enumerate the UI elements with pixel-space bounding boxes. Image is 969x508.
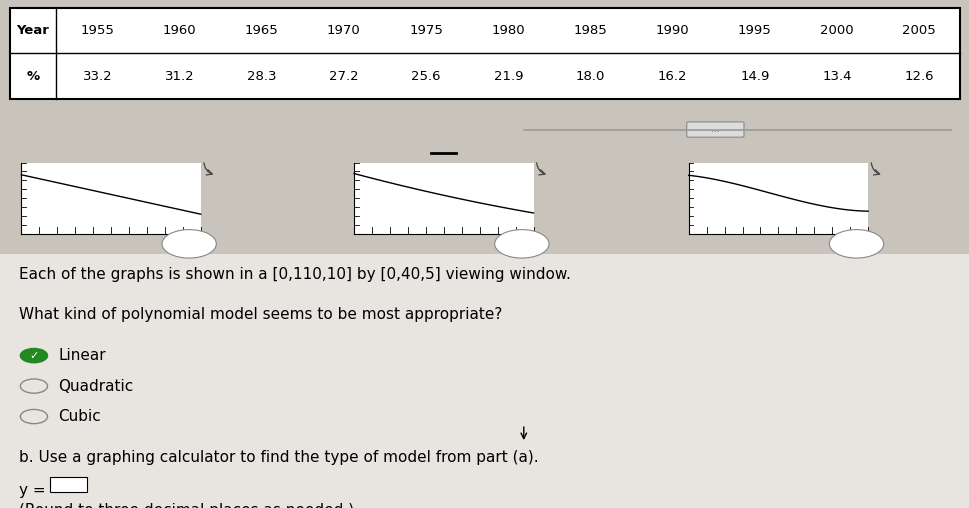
Circle shape xyxy=(828,230,883,258)
Text: 1990: 1990 xyxy=(655,24,689,37)
Text: 2000: 2000 xyxy=(820,24,853,37)
Circle shape xyxy=(20,348,47,363)
Text: 1955: 1955 xyxy=(80,24,114,37)
Text: ⬀: ⬀ xyxy=(853,239,862,249)
Text: Quadratic: Quadratic xyxy=(58,378,134,394)
Text: 1995: 1995 xyxy=(737,24,771,37)
Text: (Round to three decimal places as needed.): (Round to three decimal places as needed… xyxy=(19,503,354,508)
Text: ⬀: ⬀ xyxy=(186,239,196,249)
Text: 2005: 2005 xyxy=(901,24,935,37)
Text: 27.2: 27.2 xyxy=(328,70,359,83)
FancyBboxPatch shape xyxy=(50,477,87,492)
FancyBboxPatch shape xyxy=(354,163,533,234)
Text: Linear: Linear xyxy=(58,348,106,363)
Text: Each of the graphs is shown in a [0,110,10] by [0,40,5] viewing window.: Each of the graphs is shown in a [0,110,… xyxy=(19,267,571,282)
FancyBboxPatch shape xyxy=(686,122,743,137)
FancyBboxPatch shape xyxy=(10,8,959,99)
Circle shape xyxy=(494,230,548,258)
Text: 16.2: 16.2 xyxy=(657,70,687,83)
Circle shape xyxy=(162,230,216,258)
Text: ⬀: ⬀ xyxy=(518,239,528,249)
Text: 25.6: 25.6 xyxy=(411,70,440,83)
Text: 33.2: 33.2 xyxy=(82,70,112,83)
Text: 31.2: 31.2 xyxy=(165,70,194,83)
Text: ...: ... xyxy=(710,125,719,134)
Text: 21.9: 21.9 xyxy=(493,70,522,83)
FancyBboxPatch shape xyxy=(0,254,969,508)
Text: 28.3: 28.3 xyxy=(247,70,276,83)
FancyBboxPatch shape xyxy=(21,163,201,234)
Text: 1965: 1965 xyxy=(244,24,278,37)
Text: 12.6: 12.6 xyxy=(903,70,933,83)
FancyBboxPatch shape xyxy=(688,163,867,234)
Text: ✓: ✓ xyxy=(29,351,39,361)
Text: Year: Year xyxy=(16,24,49,37)
Text: Cubic: Cubic xyxy=(58,409,101,424)
Text: What kind of polynomial model seems to be most appropriate?: What kind of polynomial model seems to b… xyxy=(19,307,502,323)
Text: 1960: 1960 xyxy=(163,24,196,37)
Text: y =: y = xyxy=(19,483,46,498)
Text: 1975: 1975 xyxy=(409,24,443,37)
Text: b. Use a graphing calculator to find the type of model from part (a).: b. Use a graphing calculator to find the… xyxy=(19,450,539,465)
Text: 18.0: 18.0 xyxy=(576,70,605,83)
Text: 1970: 1970 xyxy=(327,24,360,37)
Text: 13.4: 13.4 xyxy=(822,70,851,83)
Text: %: % xyxy=(26,70,40,83)
Text: 1985: 1985 xyxy=(573,24,607,37)
Text: 14.9: 14.9 xyxy=(739,70,768,83)
Text: 1980: 1980 xyxy=(491,24,524,37)
